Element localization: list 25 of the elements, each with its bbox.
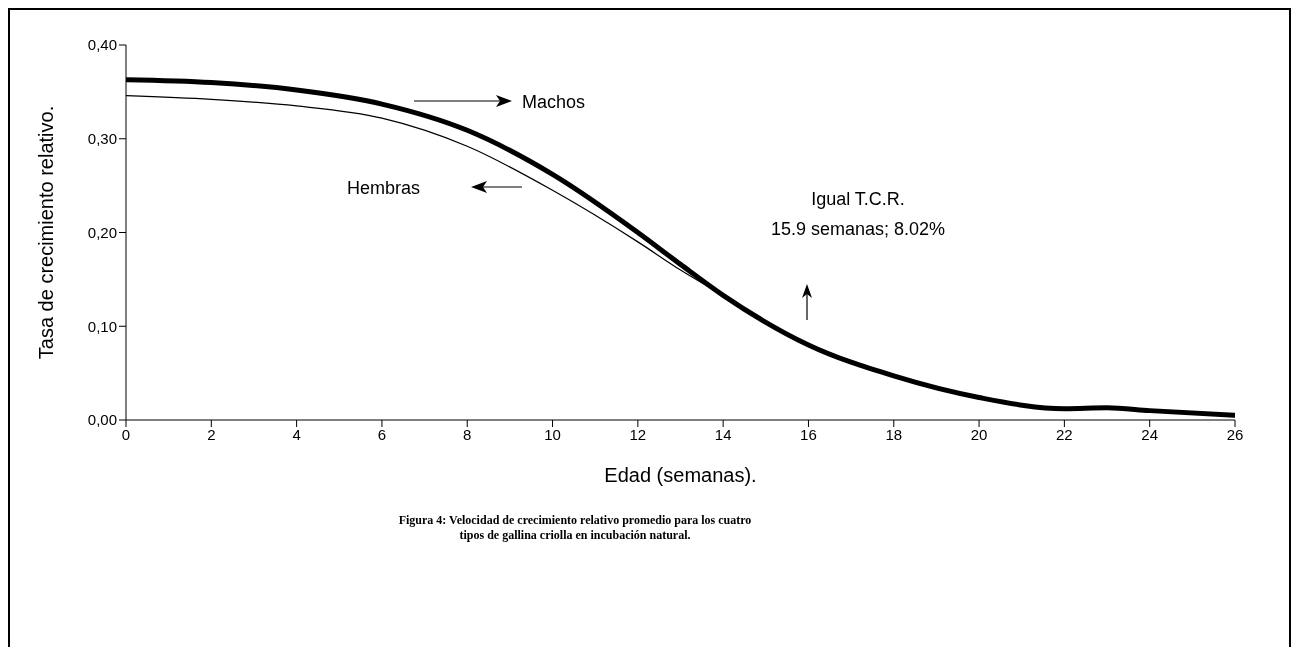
x-tick-label: 0 [121, 425, 131, 443]
legend-label: Machos [522, 92, 586, 112]
x-tick-label: 8 [463, 425, 472, 443]
text: Figura 4: Velocidad de crecimiento relativo promedio para los cuatro tipos de gallina criolla en incubación natural. [397, 513, 753, 543]
x-tick-label: 12 [629, 425, 647, 443]
y-tick-label: 0,20 [87, 223, 117, 241]
x-tick-label: 10 [544, 425, 561, 443]
y-tick-label: 0,10 [87, 317, 117, 335]
x-tick-label: 4 [292, 425, 301, 443]
x-tick-label: 6 [377, 425, 387, 443]
x-tick-label: 24 [1141, 425, 1159, 443]
text: Hembras [347, 178, 421, 198]
x-tick-label: 20 [970, 425, 988, 443]
x-tick-label: 2 [207, 425, 216, 443]
y-tick-label: 0,40 [87, 36, 117, 54]
x-tick-label: 18 [885, 425, 903, 443]
y-tick-label: 0,30 [87, 130, 117, 148]
y-axis-title: Tasa de crecimiento relativo. [35, 105, 58, 360]
y-tick-label: 0,00 [87, 411, 117, 429]
x-tick-label: 14 [714, 425, 732, 443]
annotation: Igual T.C.R. 15.9 semanas; 8.02% [770, 189, 946, 239]
x-axis-title: Edad (semanas). [604, 464, 757, 486]
x-tick-label: 26 [1226, 425, 1244, 443]
x-tick-label: 22 [1056, 425, 1073, 443]
x-tick-label: 16 [800, 425, 817, 443]
